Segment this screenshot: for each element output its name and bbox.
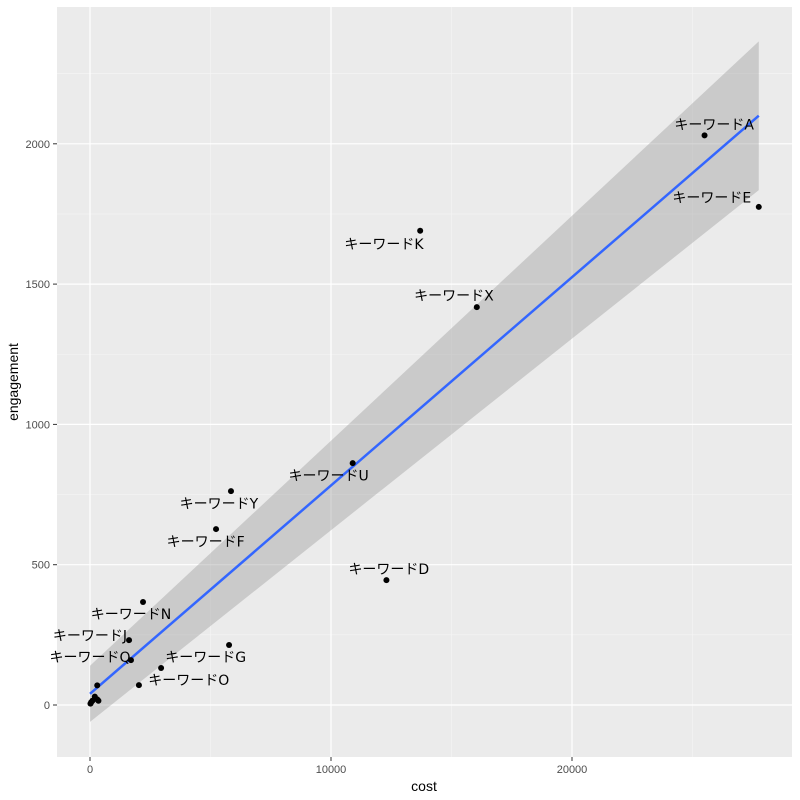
data-point (701, 132, 708, 139)
data-point (383, 577, 390, 584)
data-point (95, 697, 102, 704)
data-point (417, 227, 424, 234)
y-axis-title: engagement (5, 343, 21, 421)
x-axis-ticks: 0 10000 20000 (87, 757, 587, 776)
point-label: キーワードD (348, 562, 429, 578)
trend-line (89, 114, 760, 695)
x-tick-label: 0 (87, 764, 93, 776)
point-label: キーワードY (180, 496, 259, 512)
point-label: キーワードF (167, 534, 245, 550)
x-tick-label: 10000 (316, 764, 347, 776)
point-label: キーワードX (414, 289, 494, 305)
x-axis-title: cost (411, 778, 437, 794)
point-label: キーワードO (148, 673, 229, 689)
y-tick-label: 1500 (26, 279, 50, 291)
y-tick-label: 500 (32, 560, 50, 572)
data-point (140, 599, 147, 606)
point-label: キーワードJ (53, 628, 127, 644)
data-point (755, 203, 762, 210)
data-point (226, 641, 233, 648)
data-point (126, 637, 133, 644)
data-point (158, 664, 165, 671)
point-label: キーワードE (672, 191, 751, 207)
regression-line (89, 114, 760, 695)
point-label: キーワードU (288, 468, 368, 484)
data-point (349, 460, 356, 467)
y-tick-label: 2000 (26, 139, 50, 151)
point-labels: キーワードA キーワードE キーワードK キーワードX キーワードU キーワードY キーワー… (49, 118, 754, 690)
data-point (127, 657, 134, 664)
plot-panel (57, 7, 792, 757)
x-tick-label: 20000 (557, 764, 588, 776)
data-points (87, 132, 762, 707)
data-point (227, 488, 234, 495)
point-label: キーワードN (91, 607, 171, 623)
point-label: キーワードG (165, 650, 246, 666)
data-point (94, 682, 101, 689)
point-label: キーワードA (674, 118, 754, 134)
confidence-ribbon (90, 41, 759, 722)
confidence-band (90, 41, 759, 722)
data-point (87, 700, 94, 707)
grid-major (57, 7, 792, 757)
y-tick-label: 0 (44, 700, 50, 712)
data-point (135, 682, 142, 689)
y-axis-ticks: 0 500 1000 1500 2000 (26, 139, 57, 712)
point-label: キーワードQ (49, 650, 130, 666)
data-point (213, 526, 220, 533)
data-point (473, 304, 480, 311)
point-label: キーワードK (344, 237, 424, 253)
y-tick-label: 1000 (26, 419, 50, 431)
